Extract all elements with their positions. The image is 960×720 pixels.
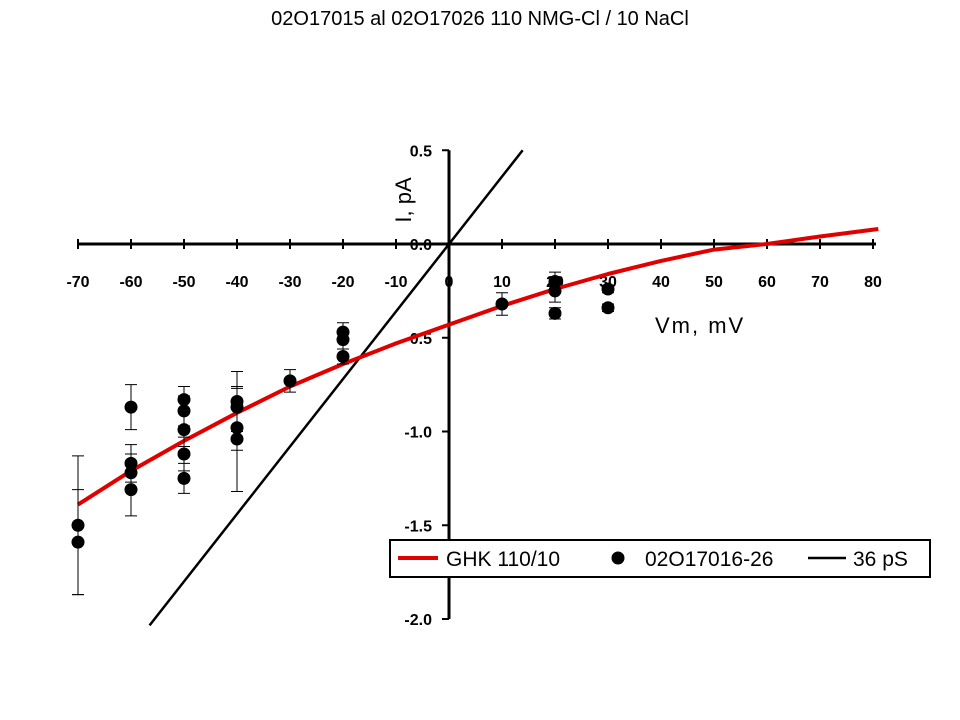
x-tick-label: 50 <box>705 274 723 291</box>
line-36ps <box>148 149 524 627</box>
legend-36ps-label: 36 pS <box>853 548 908 571</box>
y-tick-label: 0.0 <box>410 237 432 254</box>
y-tick-label: -2.0 <box>404 612 432 629</box>
legend-box <box>389 539 931 578</box>
series-36ps-line <box>148 149 524 627</box>
y-axis-label: I, pA <box>391 177 416 223</box>
data-point <box>548 306 562 320</box>
x-axis-label: Vm, mV <box>655 313 745 338</box>
chart-title: 02O17015 al 02O17026 110 NMG-Cl / 10 NaC… <box>271 8 689 30</box>
data-point <box>177 447 191 461</box>
ghk-curve <box>76 227 879 507</box>
x-tick-label: 80 <box>864 274 882 291</box>
x-tick-label: 70 <box>811 274 829 291</box>
data-point <box>601 301 615 315</box>
data-point <box>601 282 615 296</box>
series-data-points <box>71 271 615 596</box>
data-point <box>177 471 191 485</box>
y-tick-label: -1.0 <box>404 425 432 442</box>
y-tick-label: 0.5 <box>410 143 432 160</box>
x-tick-label: -30 <box>278 274 301 291</box>
x-tick-label: -20 <box>331 274 354 291</box>
data-point <box>124 483 138 497</box>
data-point <box>177 423 191 437</box>
x-tick-label: -10 <box>384 274 407 291</box>
x-tick-label: -50 <box>172 274 195 291</box>
x-tick-label: -70 <box>66 274 89 291</box>
legend-points-swatch <box>611 551 625 565</box>
x-tick-label: -40 <box>225 274 248 291</box>
data-point <box>283 374 297 388</box>
data-point <box>124 400 138 414</box>
x-ticks: -70-60-50-40-30-20-1001020304050607080 <box>66 239 882 291</box>
x-tick-label: 0 <box>445 274 454 291</box>
data-point <box>495 297 509 311</box>
x-tick-label: -60 <box>119 274 142 291</box>
legend: GHK 110/10 02O17016-26 36 pS <box>389 539 931 578</box>
x-tick-label: 10 <box>493 274 511 291</box>
data-point <box>230 432 244 446</box>
series-ghk-curve <box>76 227 879 507</box>
y-tick-label: -1.5 <box>404 518 432 535</box>
data-point <box>336 350 350 363</box>
data-point <box>177 404 191 418</box>
x-tick-label: 60 <box>758 274 776 291</box>
legend-ghk-label: GHK 110/10 <box>446 548 560 571</box>
data-point <box>71 535 85 549</box>
x-tick-label: 40 <box>652 274 670 291</box>
legend-points-label: 02O17016-26 <box>645 548 773 571</box>
data-point <box>336 333 350 347</box>
data-point <box>548 284 562 298</box>
